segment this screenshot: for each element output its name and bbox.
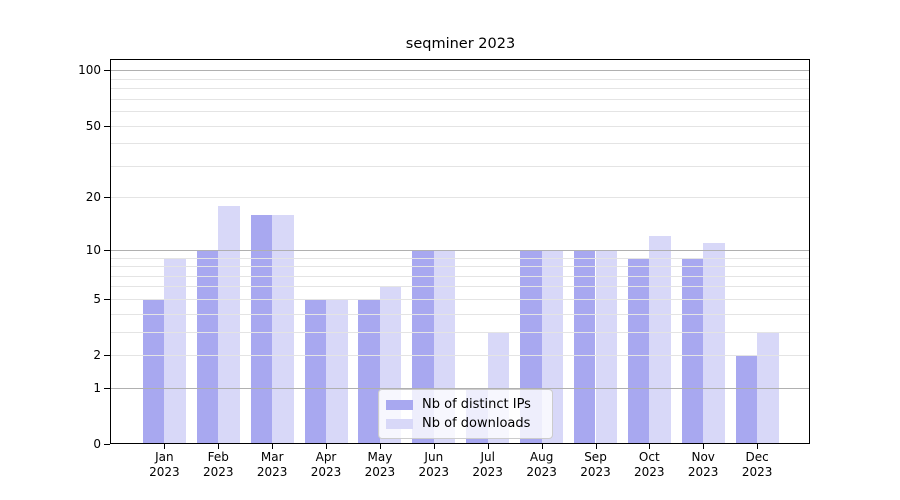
x-tick-label-apr-2023: Apr 2023 bbox=[310, 450, 342, 479]
x-tick-nov-2023 bbox=[703, 444, 705, 449]
bar-nb-of-downloads-sep-2023 bbox=[595, 249, 618, 444]
bar-nb-of-distinct-ips-oct-2023 bbox=[627, 257, 650, 444]
y-tick-0 bbox=[104, 444, 110, 445]
y-tick-2 bbox=[104, 355, 110, 356]
legend-item-downloads: Nb of downloads bbox=[386, 416, 544, 432]
gridline-50 bbox=[111, 125, 810, 127]
bar-nb-of-downloads-apr-2023 bbox=[326, 298, 348, 444]
bar-nb-of-distinct-ips-apr-2023 bbox=[304, 298, 327, 444]
y-tick-label-0: 0 bbox=[93, 437, 101, 451]
bar-nb-of-downloads-nov-2023 bbox=[703, 242, 725, 444]
bar-nb-of-distinct-ips-sep-2023 bbox=[573, 249, 596, 444]
y-tick-label-20: 20 bbox=[85, 190, 101, 205]
x-tick-jun-2023 bbox=[433, 444, 435, 449]
x-tick-label-jan-2023: Jan 2023 bbox=[149, 450, 180, 479]
x-tick-label-jun-2023: Jun 2023 bbox=[418, 450, 450, 479]
bar-nb-of-distinct-ips-may-2023 bbox=[358, 298, 380, 444]
bar-nb-of-downloads-jan-2023 bbox=[164, 257, 186, 444]
x-tick-label-aug-2023: Aug 2023 bbox=[526, 450, 557, 479]
x-tick-label-feb-2023: Feb 2023 bbox=[203, 450, 234, 479]
legend-swatch-distinct-ips-icon bbox=[386, 399, 413, 410]
legend-label-distinct-ips: Nb of distinct IPs bbox=[422, 396, 531, 412]
bar-nb-of-distinct-ips-mar-2023 bbox=[250, 214, 273, 444]
x-tick-may-2023 bbox=[379, 444, 381, 449]
gridline-5 bbox=[111, 298, 810, 300]
x-tick-label-oct-2023: Oct 2023 bbox=[634, 450, 665, 479]
minor-gridline-40 bbox=[111, 143, 810, 145]
y-tick-label-10: 10 bbox=[85, 242, 101, 257]
legend-item-distinct-ips: Nb of distinct IPs bbox=[386, 397, 544, 413]
legend-label-downloads: Nb of downloads bbox=[422, 415, 531, 431]
gridline-1 bbox=[111, 387, 810, 389]
x-tick-mar-2023 bbox=[272, 444, 274, 449]
minor-gridline-8 bbox=[111, 266, 810, 267]
gridline-20 bbox=[111, 197, 810, 199]
y-tick-label-2: 2 bbox=[93, 348, 101, 362]
minor-gridline-4 bbox=[111, 313, 810, 315]
bar-nb-of-downloads-oct-2023 bbox=[649, 236, 671, 444]
bar-nb-of-downloads-feb-2023 bbox=[218, 205, 240, 444]
x-tick-jan-2023 bbox=[164, 444, 166, 449]
bar-nb-of-downloads-mar-2023 bbox=[272, 214, 294, 444]
y-tick-label-5: 5 bbox=[93, 291, 101, 306]
legend: Nb of distinct IPs Nb of downloads bbox=[378, 389, 553, 439]
minor-gridline-30 bbox=[111, 165, 810, 167]
y-tick-100 bbox=[104, 70, 110, 72]
x-tick-sep-2023 bbox=[595, 444, 597, 449]
x-tick-label-jul-2023: Jul 2023 bbox=[472, 450, 503, 479]
y-tick-20 bbox=[104, 197, 110, 199]
gridline-100 bbox=[111, 70, 810, 72]
minor-gridline-80 bbox=[111, 88, 810, 90]
x-tick-apr-2023 bbox=[326, 444, 327, 449]
x-tick-jul-2023 bbox=[487, 444, 489, 449]
y-tick-5 bbox=[104, 298, 110, 300]
x-tick-dec-2023 bbox=[757, 444, 759, 449]
minor-gridline-70 bbox=[111, 98, 810, 100]
x-tick-feb-2023 bbox=[218, 444, 220, 449]
x-tick-label-dec-2023: Dec 2023 bbox=[741, 450, 773, 479]
bar-nb-of-downloads-dec-2023 bbox=[757, 331, 779, 444]
bar-nb-of-distinct-ips-feb-2023 bbox=[196, 249, 219, 444]
y-tick-label-1: 1 bbox=[93, 380, 101, 395]
minor-gridline-3 bbox=[111, 331, 810, 333]
x-tick-oct-2023 bbox=[649, 444, 651, 449]
bar-nb-of-distinct-ips-dec-2023 bbox=[735, 355, 758, 444]
gridline-10 bbox=[111, 249, 810, 251]
y-tick-1 bbox=[104, 387, 110, 389]
minor-gridline-6 bbox=[111, 286, 810, 288]
chart-title: seqminer 2023 bbox=[405, 36, 516, 52]
minor-gridline-9 bbox=[111, 257, 810, 259]
bar-nb-of-distinct-ips-nov-2023 bbox=[681, 257, 704, 444]
y-tick-label-100: 100 bbox=[78, 63, 101, 78]
y-tick-50 bbox=[104, 125, 110, 127]
gridline-2 bbox=[111, 355, 810, 356]
minor-gridline-90 bbox=[111, 78, 810, 80]
x-tick-aug-2023 bbox=[541, 444, 543, 449]
x-tick-label-mar-2023: Mar 2023 bbox=[256, 450, 288, 479]
legend-swatch-downloads-icon bbox=[386, 418, 413, 429]
minor-gridline-7 bbox=[111, 275, 810, 277]
x-tick-label-nov-2023: Nov 2023 bbox=[687, 450, 719, 479]
bar-nb-of-distinct-ips-jan-2023 bbox=[142, 298, 165, 444]
x-tick-label-may-2023: May 2023 bbox=[364, 450, 396, 479]
x-tick-label-sep-2023: Sep 2023 bbox=[580, 450, 611, 479]
minor-gridline-60 bbox=[111, 111, 810, 113]
y-tick-10 bbox=[104, 249, 110, 251]
y-tick-label-50: 50 bbox=[85, 118, 101, 133]
